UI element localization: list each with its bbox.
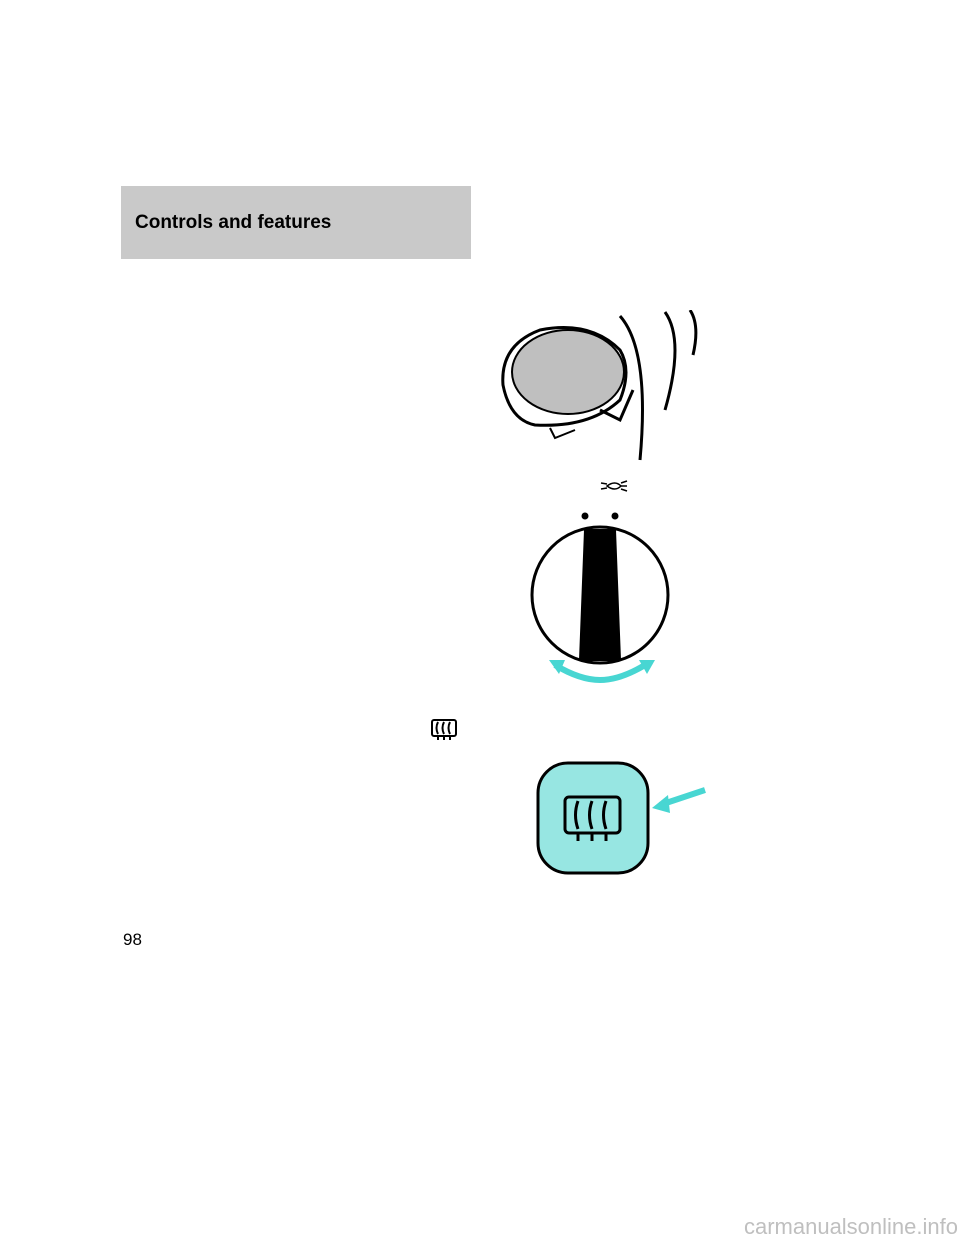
headlamp-dial-illustration <box>485 480 705 690</box>
page-number: 98 <box>123 930 142 950</box>
section-header-title: Controls and features <box>135 212 331 234</box>
rear-defrost-button-illustration <box>520 745 720 895</box>
rear-defrost-icon <box>430 718 460 742</box>
section-header-bar: Controls and features <box>121 186 471 259</box>
watermark-text: carmanualsonline.info <box>744 1214 958 1240</box>
side-mirror-illustration <box>480 310 710 470</box>
